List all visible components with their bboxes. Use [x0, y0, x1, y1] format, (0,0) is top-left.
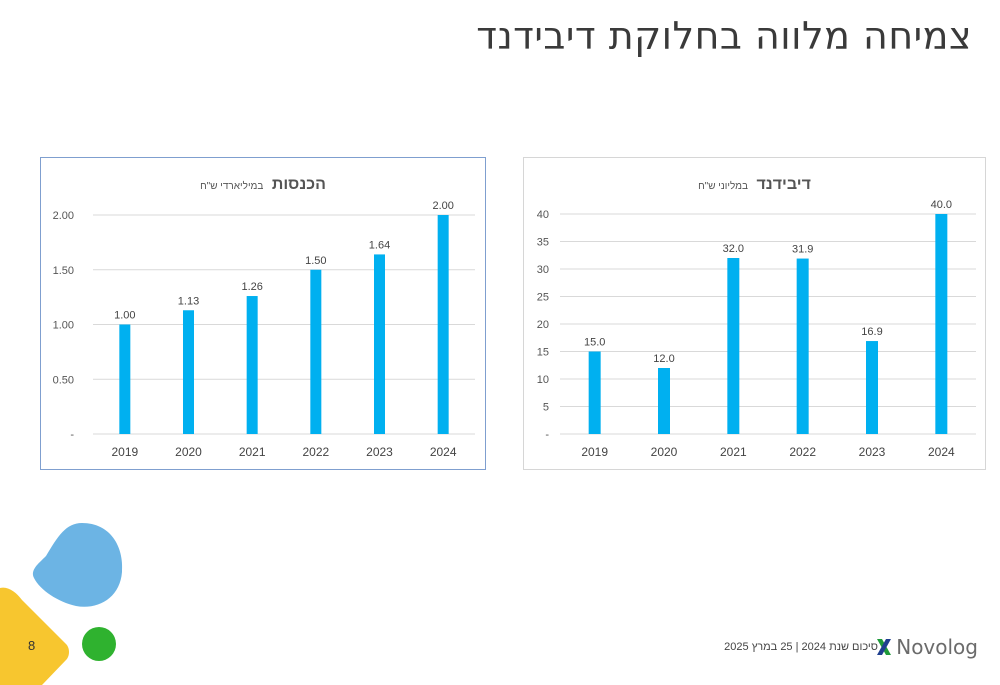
dividend-bar [727, 258, 740, 434]
dividend-bar [935, 214, 948, 434]
revenue-x-tick-label: 2022 [302, 445, 329, 459]
dividend-chart: דיבידנד במליוני ש"ח - 5 10 15 20 25 30 35 40 15.0… [523, 157, 986, 470]
dividend-bar [866, 341, 878, 434]
revenue-x-tick-label: 2023 [366, 445, 393, 459]
revenue-data-label: 1.00 [114, 310, 135, 322]
dividend-y-tick-label: - [545, 429, 549, 441]
dividend-y-tick-label: 25 [537, 292, 549, 304]
revenue-y-tick-label: 2.00 [53, 210, 74, 222]
revenue-x-tick-label: 2021 [239, 445, 266, 459]
revenue-data-label: 1.50 [305, 255, 326, 267]
dividend-data-label: 31.9 [792, 244, 813, 256]
revenue-y-tick-label: - [70, 429, 74, 441]
green-dot-shape [82, 627, 116, 661]
dividend-y-tick-label: 10 [537, 374, 549, 386]
revenue-y-tick-label: 1.50 [53, 265, 74, 277]
revenue-chart: הכנסות במיליארדי ש"ח - 0.50 1.00 1.50 2.00 1.… [40, 157, 486, 470]
dividend-bar [588, 351, 601, 434]
revenue-x-tick-label: 2020 [175, 445, 202, 459]
dividend-bar [658, 368, 670, 434]
dividend-x-tick-label: 2021 [720, 445, 747, 459]
dividend-x-tick-label: 2024 [928, 445, 955, 459]
revenue-bar [246, 296, 258, 434]
decorative-shapes [0, 523, 123, 685]
revenue-data-label: 1.64 [369, 239, 390, 251]
dividend-chart-title: דיבידנד [756, 176, 811, 193]
revenue-bar [119, 324, 131, 434]
revenue-bar [437, 215, 449, 434]
revenue-bar [310, 269, 322, 434]
blue-blob-shape [32, 523, 123, 607]
yellow-triangle-shape [0, 587, 69, 685]
dividend-bar [796, 258, 809, 434]
revenue-chart-subtitle: במיליארדי ש"ח [200, 181, 264, 192]
logo-text: Novolog [896, 635, 978, 659]
dividend-data-label: 16.9 [861, 326, 882, 338]
revenue-bar [374, 254, 385, 434]
dividend-y-tick-label: 40 [537, 209, 549, 221]
company-logo: Novolog [876, 635, 978, 659]
revenue-y-tick-label: 0.50 [53, 374, 74, 386]
dividend-y-tick-label: 30 [537, 264, 549, 276]
revenue-x-tick-label: 2024 [430, 445, 457, 459]
revenue-bar [183, 310, 194, 434]
revenue-x-tick-label: 2019 [111, 445, 138, 459]
dividend-data-label: 40.0 [931, 199, 952, 211]
revenue-chart-title: הכנסות [271, 176, 326, 193]
footer-text: סיכום שנת 2024 | 25 במרץ 2025 [724, 641, 878, 653]
dividend-x-tick-label: 2022 [789, 445, 816, 459]
novolog-logo-icon [877, 639, 892, 655]
dividend-y-tick-label: 5 [543, 402, 549, 414]
dividend-chart-plot: - 5 10 15 20 25 30 35 40 15.0 2019 12.0 2020 32.0 2021… [537, 199, 976, 459]
page-number: 8 [28, 638, 36, 653]
revenue-data-label: 1.26 [241, 281, 262, 293]
dividend-y-tick-label: 20 [537, 319, 549, 331]
revenue-data-label: 2.00 [432, 200, 453, 212]
slide-title: צמיחה מלווה בחלוקת דיבידנד [476, 14, 972, 58]
dividend-y-tick-label: 15 [537, 347, 549, 359]
dividend-y-tick-label: 35 [537, 237, 549, 249]
dividend-chart-subtitle: במליוני ש"ח [698, 181, 749, 192]
dividend-x-tick-label: 2020 [651, 445, 678, 459]
dividend-x-tick-label: 2023 [859, 445, 886, 459]
revenue-chart-plot: - 0.50 1.00 1.50 2.00 1.00 2019 1.13 2020 1.26 202… [53, 200, 475, 459]
revenue-data-label: 1.13 [178, 295, 199, 307]
revenue-y-tick-label: 1.00 [53, 320, 74, 332]
dividend-chart-title-row: דיבידנד במליוני ש"ח [524, 176, 985, 194]
dividend-data-label: 32.0 [723, 243, 744, 255]
dividend-data-label: 15.0 [584, 337, 605, 349]
dividend-x-tick-label: 2019 [581, 445, 608, 459]
revenue-chart-title-row: הכנסות במיליארדי ש"ח [41, 176, 485, 194]
dividend-data-label: 12.0 [653, 353, 674, 365]
